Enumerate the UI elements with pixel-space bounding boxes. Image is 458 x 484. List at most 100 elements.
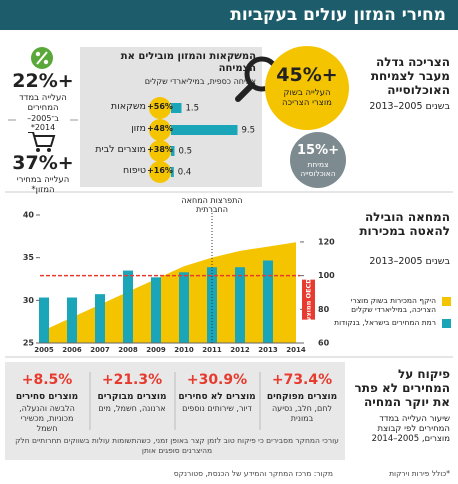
value-label: 1.5	[186, 104, 200, 114]
group-name: מוצרים סחירים	[15, 392, 79, 402]
stat-value: +37%	[12, 152, 74, 174]
group-name: מוצרים מפוקחים	[266, 392, 338, 402]
category-label: משקאות	[110, 101, 146, 112]
group-value: +30.9%	[186, 372, 248, 388]
legend-label: רמת המחירים בישראל, בנקודות	[334, 318, 436, 327]
category-label: מזון	[131, 123, 146, 134]
group-name: מוצרים מבוקרים	[97, 392, 167, 402]
category-label: טיפוח	[122, 165, 146, 176]
y-tick-label: 30	[23, 296, 35, 305]
percent-icon-dot	[43, 59, 49, 65]
stat-label: העלייה במדד המחירים	[19, 93, 67, 113]
stat-label: העלייה בשוק מוצרי הצריכה	[282, 88, 332, 108]
y-tick-label: 25	[23, 339, 35, 348]
bar	[171, 167, 174, 177]
bar	[171, 103, 182, 113]
population-circle	[290, 132, 346, 188]
value-label: 0.4	[178, 168, 192, 178]
x-tick-label: 2011	[202, 346, 222, 354]
value-label: 9.5	[242, 126, 256, 136]
growth-badge	[149, 161, 171, 183]
growth-badge	[149, 140, 171, 162]
x-tick-label: 2007	[90, 346, 110, 354]
group-examples: הלבשה והנעלה, מכוניות, מכשירי חשמל	[19, 404, 75, 433]
bar	[235, 267, 245, 343]
cart-icon	[28, 131, 56, 147]
chart-subtitle: צמיחה כספית, במיליארדי שקלים	[144, 77, 256, 86]
bar	[179, 272, 189, 343]
growth-label: +38%	[147, 145, 173, 154]
legend-swatch	[442, 319, 451, 328]
group-name: מוצרים לא סחירים	[178, 392, 256, 402]
x-tick-label: 2013	[258, 346, 278, 354]
source: מקור: מרכז המחקר והמידע של הכנסת, סטורנק…	[173, 469, 333, 478]
stat-value: +15%	[296, 143, 340, 158]
period-label: ב־2005–2014*	[16, 114, 70, 132]
cart-wheel	[36, 148, 40, 152]
area	[44, 242, 296, 343]
page-title: מחירי המזון עולים בעקביות	[230, 5, 446, 25]
bar	[171, 146, 175, 156]
y2-tick-label: 80	[318, 305, 330, 314]
section-title: המחאה הובילה להאטה במכירות	[359, 210, 450, 238]
y-tick-label: 40	[23, 211, 35, 220]
header-bar	[0, 0, 458, 30]
market-growth-circle	[265, 46, 349, 130]
section-title: פיקוח על המחירים לא פתר את יוקר המחיה	[354, 367, 450, 409]
bar	[95, 294, 105, 343]
chart-title: המשקאות והמזון מובילים את הצמיחה	[120, 51, 256, 74]
group-value: +8.5%	[21, 372, 73, 388]
growth-label: +56%	[147, 102, 173, 111]
magnifier-handle	[235, 82, 255, 102]
x-tick-label: 2008	[118, 346, 138, 354]
y-tick-label: 35	[23, 253, 35, 262]
category-label: מוצרים לבית	[95, 144, 146, 155]
percent-icon-dot	[35, 51, 41, 57]
y2-tick-label: 100	[318, 271, 335, 280]
group-examples: ארנונה, חשמל, מים	[98, 404, 166, 413]
stat-label: צמיחת האוכלוסייה	[300, 160, 336, 178]
bar	[151, 277, 161, 343]
bar	[123, 270, 133, 343]
section-subtitle: בשנים 2005–2013	[369, 101, 450, 112]
cart-wheel	[47, 148, 51, 152]
chart-panel	[80, 47, 262, 187]
growth-label: +48%	[147, 124, 173, 133]
section-subtitle: שיעור העלייה במדד המחירים לפי קבוצת מוצר…	[371, 414, 450, 444]
annotation: התפרצות המחאה החברתית	[181, 196, 243, 214]
value-label: 0.5	[179, 147, 193, 157]
x-tick-label: 2009	[146, 346, 166, 354]
x-tick-label: 2006	[62, 346, 82, 354]
x-tick-label: 2005	[34, 346, 54, 354]
y2-tick-label: 120	[318, 237, 335, 246]
stat-value: +45%	[276, 64, 338, 86]
reference-label: ממוצע OECD	[305, 278, 313, 321]
stat-label: העלייה במחירי המזון*	[16, 175, 70, 195]
bar	[263, 260, 273, 343]
footnote: *כולל פירות וירקות	[389, 469, 450, 478]
x-tick-label: 2012	[230, 346, 250, 354]
reference-badge	[302, 279, 315, 320]
legend-label: היקף המכירות בשוק מוצרי הצריכה, במיליארד…	[350, 296, 436, 314]
bar	[39, 297, 49, 343]
group-value: +73.4%	[271, 372, 333, 388]
percent-icon-slash	[36, 51, 48, 65]
growth-label: +16%	[147, 166, 173, 175]
bar	[67, 297, 77, 343]
section-title: הצריכה גדלה מעבר לצמיחת האוכלוסייה	[370, 55, 450, 97]
group-examples: דיור, שירותים נוספים	[182, 404, 252, 413]
group-value: +21.3%	[101, 372, 163, 388]
x-tick-label: 2010	[174, 346, 194, 354]
legend-swatch	[442, 297, 451, 306]
stat-value: +22%	[12, 70, 74, 92]
growth-badge	[149, 97, 171, 119]
x-tick-label: 2014	[286, 346, 306, 354]
bar	[171, 125, 238, 135]
note: עורכי המחקר מסבירים כי פיקוח טוב לזמן קצ…	[15, 436, 339, 455]
group-examples: לחם, חלב, נסיעה במונית	[271, 404, 333, 423]
bar	[207, 267, 217, 343]
section-subtitle: בשנים 2005–2013	[369, 256, 450, 267]
growth-badge	[149, 119, 171, 141]
